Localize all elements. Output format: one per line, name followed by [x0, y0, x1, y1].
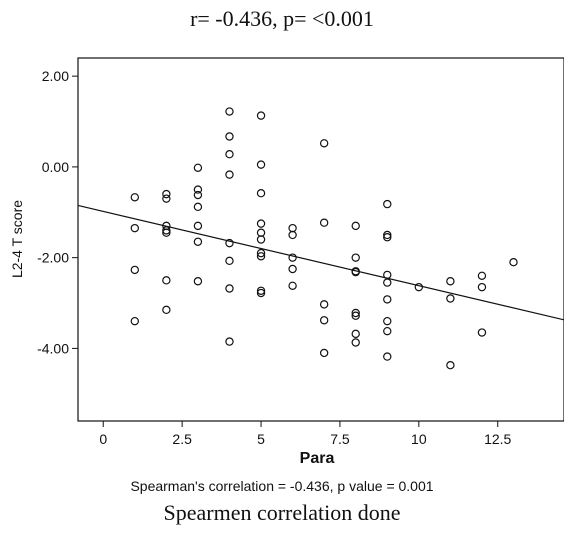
data-point: [193, 163, 203, 173]
data-point: [225, 107, 234, 116]
data-point: [162, 305, 171, 315]
y-axis-label: L2-4 T score: [9, 200, 25, 278]
data-point: [383, 278, 392, 287]
data-point: [193, 277, 203, 286]
y-tick-label: 2.00: [42, 68, 69, 84]
data-point: [477, 282, 487, 292]
data-point: [130, 316, 140, 326]
data-point: [162, 194, 171, 203]
data-point: [256, 228, 266, 237]
data-point: [288, 264, 297, 274]
data-point: [383, 230, 392, 240]
y-tick-label: 0.00: [42, 159, 69, 175]
data-point: [351, 221, 360, 231]
data-point: [319, 218, 329, 227]
data-point: [288, 223, 297, 233]
data-point: [256, 252, 266, 261]
data-point: [256, 160, 266, 169]
data-point: [162, 189, 171, 199]
regression-line: [77, 204, 564, 321]
data-point: [477, 271, 487, 280]
data-point: [162, 226, 171, 235]
data-point: [225, 132, 234, 141]
x-tick-label: 0: [99, 431, 107, 447]
data-point: [256, 248, 266, 258]
data-point: [225, 284, 234, 293]
data-point: [256, 111, 266, 120]
data-point: [256, 235, 266, 244]
data-point: [256, 286, 266, 295]
scatter-plot: 2.00 0.00 -2.00 -4.00 0 2.5 5 7.5 10 12.5 L2-4 T…: [9, 57, 564, 467]
data-point: [288, 281, 297, 290]
data-point: [193, 221, 203, 231]
data-point: [446, 277, 455, 286]
data-point: [509, 257, 518, 267]
data-point: [193, 185, 203, 194]
data-point: [351, 311, 360, 320]
data-point: [383, 352, 392, 361]
data-point: [225, 337, 234, 346]
data-point: [130, 193, 140, 202]
data-point: [383, 295, 392, 304]
x-tick-label: 5: [257, 431, 265, 447]
data-point: [193, 190, 203, 200]
data-point: [383, 233, 392, 242]
x-tick-label: 12.5: [484, 431, 511, 447]
data-point: [130, 223, 140, 233]
data-point: [256, 219, 266, 228]
data-point: [383, 316, 392, 326]
data-point: [383, 326, 392, 336]
data-point: [225, 256, 234, 266]
data-point: [319, 300, 329, 309]
data-point: [319, 348, 329, 358]
data-point: [446, 294, 455, 303]
chart-title: r= -0.436, p= <0.001: [190, 6, 374, 31]
data-point: [130, 265, 140, 275]
y-tick-label: -4.00: [37, 340, 69, 356]
data-point: [225, 170, 234, 179]
data-point: [477, 328, 487, 337]
correlation-caption: Spearman's correlation = -0.436, p value…: [130, 478, 434, 494]
figure-subcaption: Spearmen correlation done: [163, 500, 401, 525]
data-point: [319, 139, 329, 148]
x-tick-label: 7.5: [330, 431, 350, 447]
data-point: [162, 276, 171, 285]
data-point: [256, 189, 266, 198]
data-point: [225, 149, 234, 159]
data-point: [288, 230, 297, 240]
x-axis-label: Para: [300, 450, 335, 467]
x-tick-label: 2.5: [172, 431, 192, 447]
data-point: [351, 308, 360, 318]
data-point: [383, 270, 392, 280]
data-point: [225, 238, 234, 248]
data-point: [193, 237, 203, 246]
data-point: [383, 199, 392, 209]
data-point: [446, 360, 455, 370]
data-point: [256, 288, 266, 298]
data-point: [351, 329, 360, 339]
data-point: [193, 202, 203, 212]
x-tick-label: 10: [411, 431, 427, 447]
data-point: [351, 267, 360, 277]
y-tick-label: -2.00: [37, 250, 69, 266]
data-point: [414, 282, 424, 292]
plot-frame: [77, 57, 564, 422]
data-point: [162, 228, 171, 237]
data-point: [288, 253, 297, 262]
data-point: [351, 253, 360, 262]
data-point: [319, 316, 329, 325]
data-point: [351, 338, 360, 347]
